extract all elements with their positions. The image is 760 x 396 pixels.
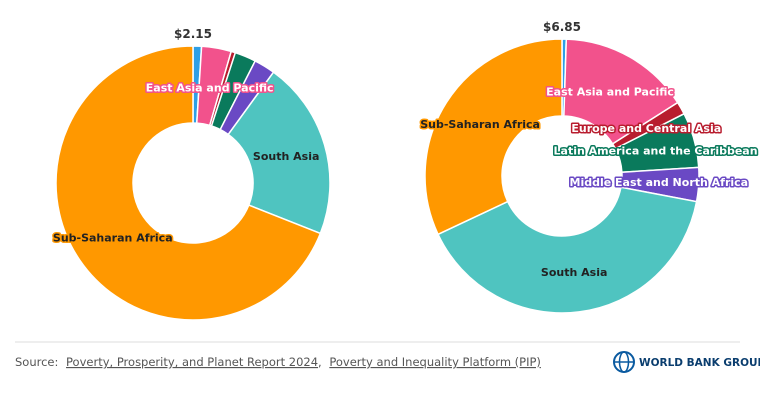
data-label: South Asia [541, 266, 607, 279]
slice [424, 38, 563, 236]
chart-title: $6.85 [543, 20, 581, 34]
chart-title: $2.15 [174, 27, 212, 41]
source-link[interactable]: Poverty and Inequality Platform (PIP) [329, 355, 541, 369]
source: Source: Poverty, Prosperity, and Planet … [15, 355, 541, 369]
logo-text: WORLD BANK GROUP [639, 357, 760, 369]
data-label: Latin America and the Caribbean [554, 144, 758, 157]
separator-text: , [318, 355, 322, 369]
data-label: Middle East and North Africa [570, 176, 749, 189]
source-link[interactable]: Poverty, Prosperity, and Planet Report 2… [66, 355, 318, 369]
data-label: East Asia and Pacific [546, 86, 674, 99]
slice [55, 45, 322, 321]
data-label: South Asia [253, 150, 319, 163]
logo[interactable]: WORLD BANK GROUP [613, 351, 760, 373]
slice [437, 186, 698, 314]
data-label: East Asia and Pacific [146, 81, 274, 94]
data-label: Sub-Saharan Africa [420, 118, 540, 131]
source-label: Source: [15, 355, 58, 369]
slice [227, 71, 331, 235]
data-label: Sub-Saharan Africa [53, 232, 173, 245]
data-label: Europe and Central Asia [571, 122, 721, 135]
